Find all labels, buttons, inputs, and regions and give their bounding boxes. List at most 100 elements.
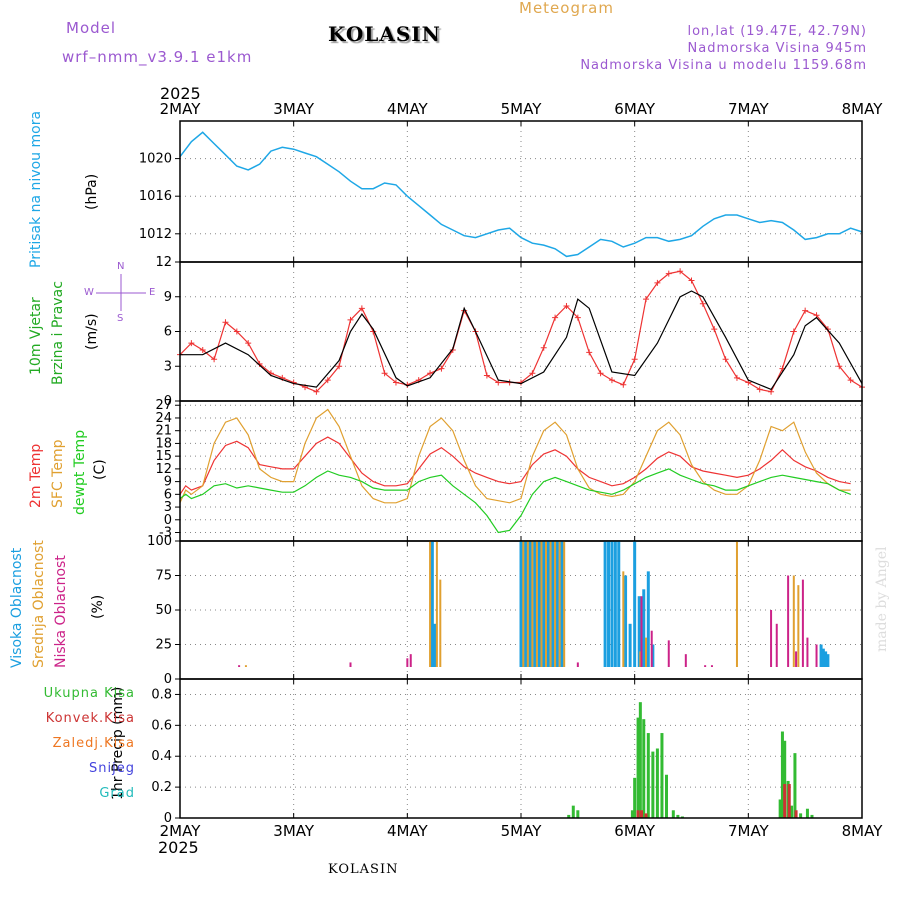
bar-ukupna-kisa — [810, 814, 814, 818]
bar-niska-oblacnost — [795, 651, 798, 667]
bar-visoka-oblacnost — [433, 623, 437, 667]
wind-speed-point — [563, 303, 570, 310]
bar-visoka-oblacnost — [533, 541, 537, 667]
wind-speed-point — [324, 377, 331, 384]
y-tick-label: 0 — [164, 672, 172, 687]
bar-konvek-kisa — [644, 813, 648, 818]
model-elevation-label: Nadmorska Visina u modelu 1159.68m — [580, 58, 867, 73]
y-tick-label: 27 — [155, 398, 172, 413]
bar-visoka-oblacnost — [528, 541, 532, 667]
wind-speed-point — [654, 279, 661, 286]
bar-srednja-oblacnost — [540, 541, 543, 667]
bar-srednja-oblacnost — [639, 651, 642, 667]
y-tick-label: 100 — [147, 534, 172, 549]
bar-ukupna-kisa — [630, 810, 634, 818]
bar-visoka-oblacnost — [430, 541, 434, 667]
x-label-bottom: 6MAY — [614, 822, 656, 840]
x-label-top: 2MAY — [160, 100, 202, 118]
bar-niska-oblacnost — [710, 665, 713, 667]
wind-speed-point — [552, 314, 559, 321]
x-label-top: 5MAY — [501, 100, 543, 118]
bar-visoka-oblacnost — [642, 589, 646, 667]
bar-visoka-oblacnost — [560, 541, 564, 667]
y-tick-label: 1012 — [139, 227, 172, 242]
bar-visoka-oblacnost — [819, 644, 823, 667]
wind-speed-point — [427, 370, 434, 377]
bar-visoka-oblacnost — [551, 541, 555, 667]
bar-niska-oblacnost — [801, 579, 804, 667]
bar-ukupna-kisa — [638, 702, 642, 818]
legend-frz-rain: Zaledj.Kisa — [52, 736, 135, 751]
bar-visoka-oblacnost — [542, 541, 546, 667]
wind-speed-point — [620, 381, 627, 388]
wind-speed-point — [381, 370, 388, 377]
bar-ukupna-kisa — [576, 810, 580, 818]
bar-niska-oblacnost — [640, 596, 643, 667]
bar-niska-oblacnost — [650, 630, 653, 667]
x-label-top: 7MAY — [728, 100, 770, 118]
bar-ukupna-kisa — [780, 731, 784, 818]
y-tick-label: 21 — [155, 424, 172, 439]
bar-niska-oblacnost — [576, 662, 579, 667]
bar-srednja-oblacnost — [435, 541, 438, 667]
bar-srednja-oblacnost — [622, 571, 625, 667]
bar-srednja-oblacnost — [439, 579, 442, 667]
bar-ukupna-kisa — [567, 814, 571, 818]
bar-niska-oblacnost — [815, 644, 818, 667]
series-line-speed-black — [180, 290, 863, 391]
y-tick-label: 0.8 — [151, 687, 172, 702]
x-label-top: 3MAY — [273, 100, 315, 118]
bar-niska-oblacnost — [806, 637, 809, 667]
y-tick-label: 50 — [155, 603, 172, 618]
bar-niska-oblacnost — [406, 658, 409, 667]
year-bottom: 2025 — [158, 838, 199, 857]
compass-icon — [96, 274, 146, 311]
bar-srednja-oblacnost — [531, 541, 534, 667]
wind-speed-point — [836, 363, 843, 370]
x-label-top: 8MAY — [842, 100, 884, 118]
legend-total-rain: Ukupna Kisa — [43, 686, 135, 701]
bar-ukupna-kisa — [680, 816, 684, 818]
bar-visoka-oblacnost — [610, 541, 614, 667]
bar-visoka-oblacnost — [613, 541, 617, 667]
bar-visoka-oblacnost — [555, 541, 559, 667]
bar-srednja-oblacnost — [797, 585, 800, 667]
wind-speed-point — [631, 356, 638, 363]
bar-visoka-oblacnost — [624, 575, 628, 667]
bar-visoka-oblacnost — [826, 654, 830, 667]
bar-srednja-oblacnost — [244, 665, 247, 667]
wind-speed-point — [688, 277, 695, 284]
wind-speed-point — [699, 300, 706, 307]
wind-speed-point — [540, 344, 547, 351]
wind-speed-point — [802, 307, 809, 314]
y-tick-label: 9 — [164, 475, 172, 490]
bar-niska-oblacnost — [667, 640, 670, 667]
bar-niska-oblacnost — [704, 665, 707, 667]
wind-speed-point — [245, 340, 252, 347]
y-tick-label: 1020 — [139, 152, 172, 167]
legend-conv-rain: Konvek.Kisa — [45, 711, 135, 726]
lonlat-label: lon,lat (19.47E, 42.79N) — [687, 24, 867, 39]
y-tick-label: 6 — [164, 487, 172, 502]
legend-grad: Grad — [99, 786, 135, 801]
bar-visoka-oblacnost — [821, 648, 825, 667]
wind-speed-point — [188, 340, 195, 347]
bar-ukupna-kisa — [778, 799, 782, 818]
wind-speed-point — [483, 372, 490, 379]
y-tick-label: 24 — [155, 411, 172, 426]
elevation-label: Nadmorska Visina 945m — [687, 41, 867, 56]
bar-visoka-oblacnost — [651, 644, 655, 667]
wind-speed-point — [847, 377, 854, 384]
bar-ukupna-kisa — [642, 719, 646, 818]
x-label-top: 6MAY — [614, 100, 656, 118]
bar-ukupna-kisa — [805, 808, 809, 818]
bar-ukupna-kisa — [660, 733, 664, 818]
bar-ukupna-kisa — [571, 805, 575, 818]
bar-srednja-oblacnost — [563, 541, 566, 667]
bar-srednja-oblacnost — [522, 541, 525, 667]
bar-srednja-oblacnost — [526, 541, 529, 667]
compass-n: N — [117, 261, 125, 272]
bar-niska-oblacnost — [775, 623, 778, 667]
bar-konvek-kisa — [639, 810, 643, 818]
x-label-bottom: 2MAY — [160, 822, 202, 840]
